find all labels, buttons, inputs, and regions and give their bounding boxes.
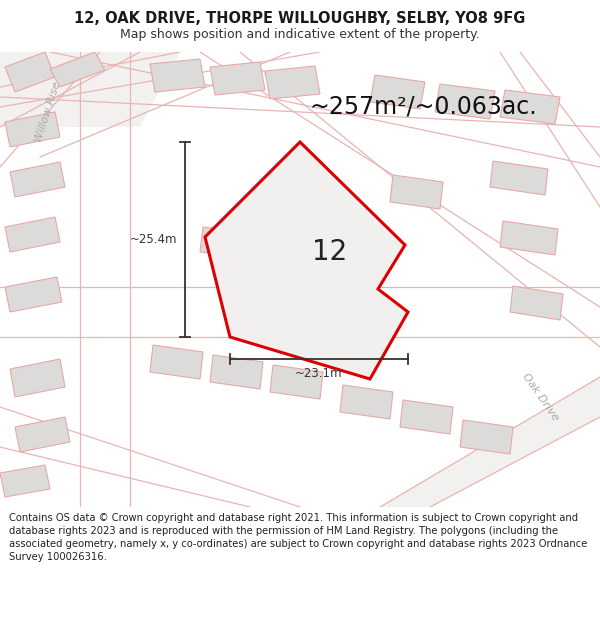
Polygon shape [200,227,251,257]
Polygon shape [460,420,513,454]
Polygon shape [490,161,548,195]
Text: ~23.1m: ~23.1m [295,367,343,380]
Polygon shape [5,217,60,252]
Polygon shape [210,62,265,95]
Polygon shape [205,142,408,379]
Polygon shape [5,52,55,92]
Polygon shape [390,175,443,209]
Polygon shape [340,385,393,419]
Polygon shape [5,277,62,312]
Polygon shape [400,400,453,434]
Polygon shape [0,465,50,497]
Polygon shape [510,286,563,320]
Text: Map shows position and indicative extent of the property.: Map shows position and indicative extent… [120,28,480,41]
Text: Oak Drive: Oak Drive [520,371,560,423]
Polygon shape [270,365,323,399]
Polygon shape [500,221,558,255]
Polygon shape [210,355,263,389]
Polygon shape [10,162,65,197]
Text: 12: 12 [313,238,347,266]
Polygon shape [15,417,70,452]
Text: ~257m²/~0.063ac.: ~257m²/~0.063ac. [310,95,538,119]
Polygon shape [265,66,320,99]
Polygon shape [150,345,203,379]
Polygon shape [380,377,600,507]
Polygon shape [50,52,105,87]
Polygon shape [340,222,388,252]
Polygon shape [435,84,495,119]
Text: Contains OS data © Crown copyright and database right 2021. This information is : Contains OS data © Crown copyright and d… [9,513,587,562]
Text: Willow Rise: Willow Rise [34,81,62,144]
Polygon shape [255,187,308,217]
Text: ~25.4m: ~25.4m [130,233,177,246]
Text: 12, OAK DRIVE, THORPE WILLOUGHBY, SELBY, YO8 9FG: 12, OAK DRIVE, THORPE WILLOUGHBY, SELBY,… [74,11,526,26]
Polygon shape [0,52,180,127]
Polygon shape [5,112,60,147]
Polygon shape [370,75,425,109]
Polygon shape [150,59,205,92]
Polygon shape [500,90,560,124]
Polygon shape [10,359,65,397]
